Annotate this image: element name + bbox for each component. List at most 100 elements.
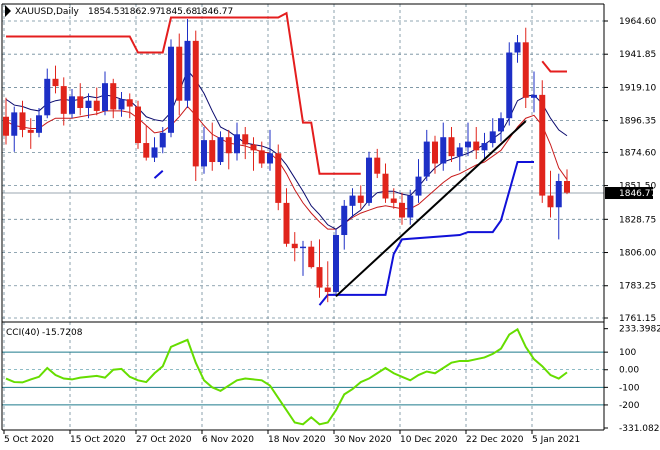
candle-body[interactable] <box>217 137 224 163</box>
price-tick-label: 1828.75 <box>619 215 656 225</box>
candle-body[interactable] <box>539 94 546 196</box>
time-tick-label: 5 Oct 2020 <box>4 435 54 445</box>
candle-body[interactable] <box>93 100 100 111</box>
cci-tick-label: 100 <box>619 348 636 358</box>
candle-body[interactable] <box>481 143 488 151</box>
candle-body[interactable] <box>52 78 59 87</box>
candle-body[interactable] <box>258 150 265 164</box>
candle-body[interactable] <box>415 176 422 196</box>
cci-value: -15.7208 <box>42 328 83 338</box>
candle-body[interactable] <box>547 195 554 208</box>
candle-body[interactable] <box>489 131 496 144</box>
candle-body[interactable] <box>126 99 133 107</box>
candle-body[interactable] <box>234 134 240 154</box>
candle-body[interactable] <box>44 78 51 116</box>
time-tick-label: 15 Oct 2020 <box>70 435 126 445</box>
candle-body[interactable] <box>85 100 92 109</box>
close-value: 1846.77 <box>196 7 233 17</box>
cci-tick-label: 233.3982 <box>619 325 660 335</box>
symbol-arrow-icon <box>5 5 11 17</box>
candle-body[interactable] <box>374 157 381 174</box>
candle-body[interactable] <box>242 134 249 145</box>
trailing-stop-lines <box>6 11 567 306</box>
price-tick-label: 1851.50 <box>619 182 656 192</box>
candle-body[interactable] <box>465 141 471 148</box>
cci-line <box>5 327 568 426</box>
candle-body[interactable] <box>341 205 348 236</box>
candle-body[interactable] <box>382 173 389 199</box>
candle-body[interactable] <box>324 287 331 292</box>
candle-body[interactable] <box>159 132 166 148</box>
symbol-label: XAUUSD,Daily <box>15 7 79 17</box>
candle-body[interactable] <box>316 267 323 288</box>
candle-body[interactable] <box>168 46 174 133</box>
candle-body[interactable] <box>333 235 339 292</box>
candle-body[interactable] <box>514 42 521 53</box>
candle-body[interactable] <box>531 94 537 98</box>
candle-body[interactable] <box>407 195 414 218</box>
low-value: 1845.68 <box>160 7 197 17</box>
candle-body[interactable] <box>300 246 306 249</box>
moving-average-lines <box>5 69 568 230</box>
candle-body[interactable] <box>184 40 191 101</box>
candle-body[interactable] <box>473 141 480 151</box>
candle-body[interactable] <box>176 46 183 101</box>
time-axis[interactable]: 5 Oct 2020 15 Oct 2020 27 Oct 2020 6 Nov 20… <box>3 430 580 445</box>
candle-body[interactable] <box>27 129 34 133</box>
candle-body[interactable] <box>283 202 290 244</box>
candle-body[interactable] <box>456 147 463 157</box>
candle-body[interactable] <box>19 112 26 130</box>
candle-body[interactable] <box>423 141 430 177</box>
candle-body[interactable] <box>36 115 42 133</box>
candle-body[interactable] <box>69 96 75 114</box>
candle-body[interactable] <box>209 140 216 163</box>
price-tick-label: 1919.10 <box>619 83 656 93</box>
candle-body[interactable] <box>201 140 207 167</box>
candle-body[interactable] <box>440 137 447 164</box>
candle-body[interactable] <box>60 86 67 114</box>
candle-body[interactable] <box>110 83 117 110</box>
price-axis[interactable]: 1964.60 1941.85 1919.10 1896.35 1874.60 1851.… <box>604 17 656 324</box>
candle-body[interactable] <box>151 147 158 158</box>
candle-body[interactable] <box>225 137 232 154</box>
candle-body[interactable] <box>308 246 315 268</box>
cci-indicator-line <box>5 327 568 426</box>
candle-body[interactable] <box>506 52 513 119</box>
candle-body[interactable] <box>135 106 141 144</box>
candle-body[interactable] <box>357 195 364 203</box>
candle-body[interactable] <box>390 198 397 203</box>
candle-body[interactable] <box>11 112 18 136</box>
price-tick-label: 1806.00 <box>619 249 656 259</box>
candle-body[interactable] <box>349 195 356 206</box>
candle-body[interactable] <box>291 243 298 249</box>
candle-body[interactable] <box>275 153 282 203</box>
candle-body[interactable] <box>250 144 257 151</box>
candle-body[interactable] <box>399 202 405 218</box>
candle-body[interactable] <box>564 180 570 193</box>
candle-body[interactable] <box>555 180 562 208</box>
candle-body[interactable] <box>192 40 199 167</box>
candle-body[interactable] <box>498 118 504 132</box>
price-tick-label: 1896.35 <box>619 117 656 127</box>
candle-body[interactable] <box>432 141 438 164</box>
candle-body[interactable] <box>118 99 125 110</box>
trendline-tool[interactable] <box>335 120 527 298</box>
black-trendline[interactable] <box>335 120 527 298</box>
candle-body[interactable] <box>3 116 9 136</box>
candle-body[interactable] <box>102 83 108 111</box>
candle-body[interactable] <box>77 96 84 109</box>
candlesticks[interactable] <box>3 18 570 303</box>
lower-stop-line-recent <box>318 161 534 306</box>
time-tick-label: 18 Nov 2020 <box>268 435 326 445</box>
candle-body[interactable] <box>267 153 273 164</box>
candle-body[interactable] <box>143 143 150 158</box>
candle-body[interactable] <box>448 137 455 157</box>
candle-body[interactable] <box>522 42 529 98</box>
price-tick-label: 1783.25 <box>619 282 656 292</box>
candle-body[interactable] <box>366 157 372 203</box>
high-value: 1862.97 <box>124 7 161 17</box>
lower-stop-line <box>153 170 164 179</box>
price-tick-label: 1761.15 <box>619 314 656 324</box>
cci-label: CCI(40) <box>6 328 40 338</box>
